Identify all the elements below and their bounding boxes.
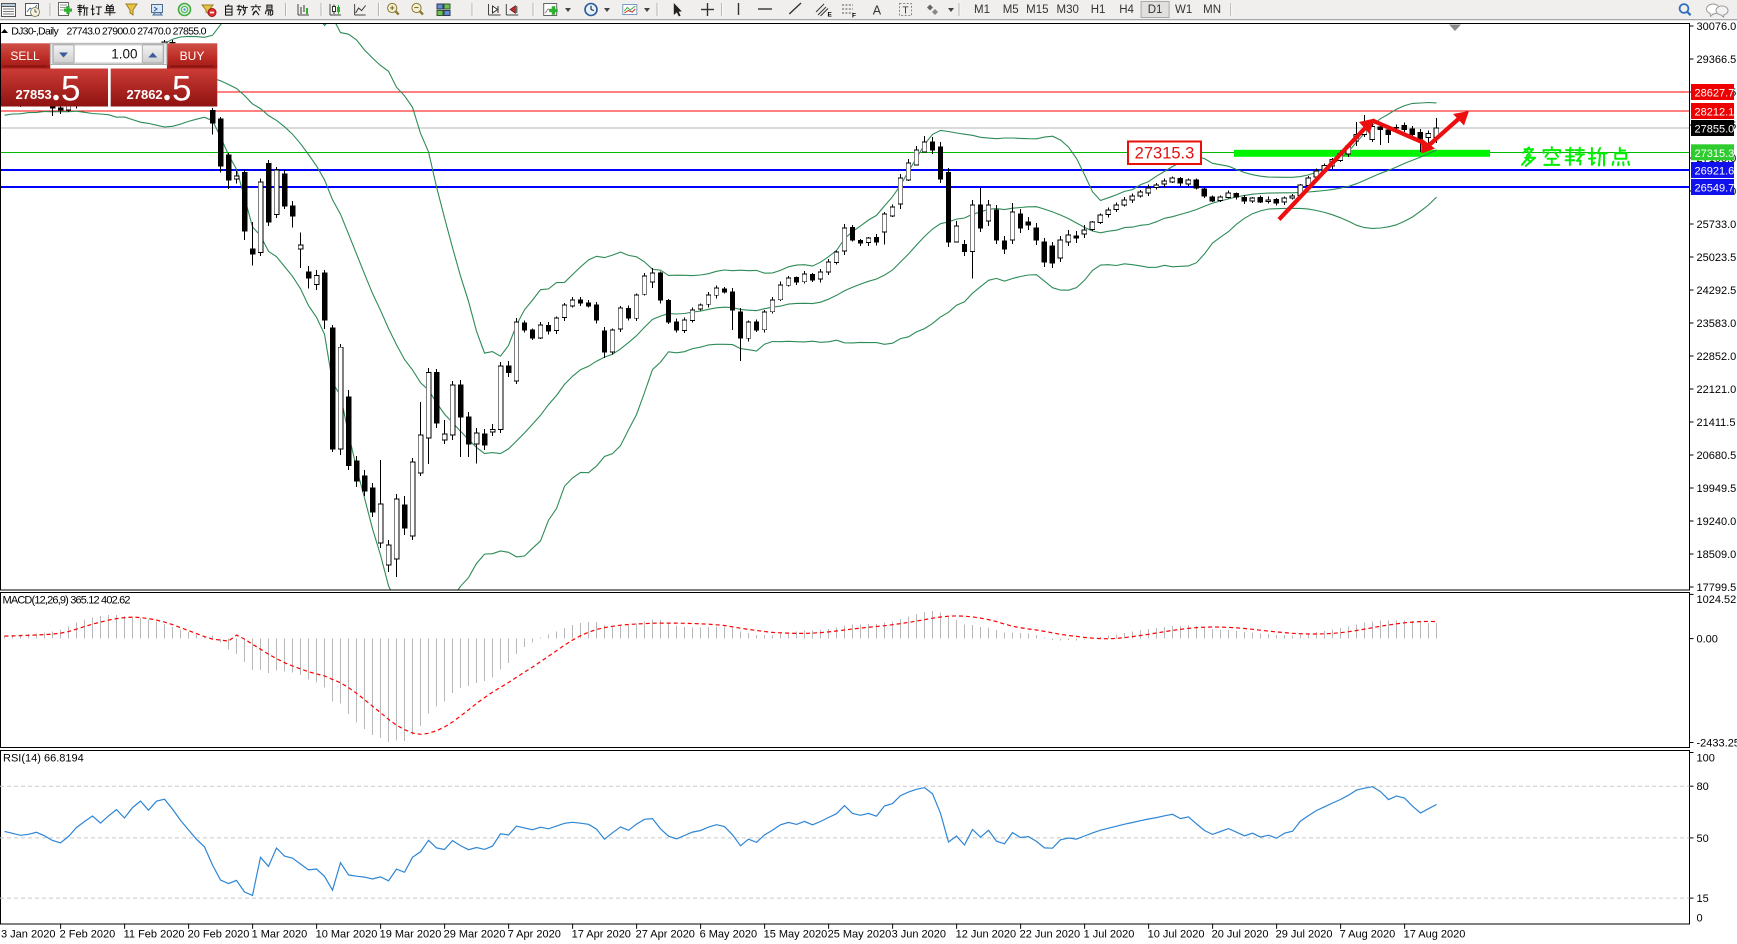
svg-text:20 Feb 2020: 20 Feb 2020: [188, 929, 250, 941]
svg-text:27315.3: 27315.3: [1135, 145, 1195, 163]
svg-text:10 Mar 2020: 10 Mar 2020: [316, 929, 378, 941]
svg-text:-2433.25: -2433.25: [1697, 738, 1737, 750]
svg-text:29 Jul 2020: 29 Jul 2020: [1276, 929, 1333, 941]
svg-text:W1: W1: [1175, 4, 1192, 16]
svg-text:25 May 2020: 25 May 2020: [828, 929, 892, 941]
svg-text:20 Jul 2020: 20 Jul 2020: [1212, 929, 1269, 941]
svg-text:21411.5: 21411.5: [1697, 417, 1736, 429]
svg-text:12 Jun 2020: 12 Jun 2020: [956, 929, 1017, 941]
svg-text:D1: D1: [1148, 4, 1163, 16]
svg-text:1 Mar 2020: 1 Mar 2020: [252, 929, 308, 941]
svg-text:17799.5: 17799.5: [1697, 582, 1737, 594]
svg-text:0.00: 0.00: [1697, 634, 1718, 646]
svg-text:27853: 27853: [16, 87, 52, 102]
svg-text:M30: M30: [1057, 4, 1079, 16]
svg-text:11 Feb 2020: 11 Feb 2020: [124, 929, 185, 941]
svg-text:F: F: [852, 13, 856, 20]
svg-text:20680.5: 20680.5: [1697, 450, 1737, 462]
svg-text:19 Mar 2020: 19 Mar 2020: [380, 929, 442, 941]
svg-text:100: 100: [1697, 753, 1715, 765]
svg-text:25733.0: 25733.0: [1697, 219, 1737, 231]
svg-text:17 Apr 2020: 17 Apr 2020: [572, 929, 631, 941]
svg-text:27743.0 27900.0 27470.0 27855.: 27743.0 27900.0 27470.0 27855.0: [67, 25, 207, 37]
svg-text:1024.52: 1024.52: [1697, 594, 1737, 606]
svg-text:22 Jun 2020: 22 Jun 2020: [1020, 929, 1081, 941]
svg-text:BUY: BUY: [180, 49, 205, 63]
svg-text:M15: M15: [1026, 4, 1048, 16]
svg-text:27862: 27862: [127, 87, 163, 102]
svg-text:DJ30-,Daily: DJ30-,Daily: [11, 25, 59, 37]
svg-text:26921.6: 26921.6: [1695, 166, 1735, 178]
svg-text:1 Jul 2020: 1 Jul 2020: [1084, 929, 1135, 941]
svg-text:5: 5: [172, 70, 191, 109]
svg-text:23583.0: 23583.0: [1697, 318, 1737, 330]
svg-text:+: +: [390, 3, 395, 13]
svg-text:M1: M1: [974, 4, 990, 16]
svg-text:1.00: 1.00: [111, 47, 137, 62]
svg-text:6 May 2020: 6 May 2020: [700, 929, 757, 941]
svg-text:24292.5: 24292.5: [1697, 285, 1737, 297]
svg-text:SELL: SELL: [10, 49, 40, 63]
svg-text:27855.0: 27855.0: [1695, 124, 1735, 136]
svg-text:19240.0: 19240.0: [1697, 516, 1737, 528]
svg-text:22852.0: 22852.0: [1697, 351, 1737, 363]
svg-text:15: 15: [1697, 893, 1709, 905]
svg-text:3 Jun 2020: 3 Jun 2020: [892, 929, 946, 941]
svg-text:22121.0: 22121.0: [1697, 384, 1737, 396]
svg-text:−: −: [414, 3, 419, 13]
svg-text:5: 5: [61, 70, 80, 109]
svg-text:A: A: [873, 4, 882, 18]
svg-text:E: E: [828, 12, 833, 19]
svg-text:19949.5: 19949.5: [1697, 483, 1737, 495]
svg-text:17 Aug 2020: 17 Aug 2020: [1404, 929, 1466, 941]
svg-text:30076.0: 30076.0: [1697, 21, 1737, 33]
svg-text:26549.7: 26549.7: [1695, 183, 1735, 195]
svg-text:7 Aug 2020: 7 Aug 2020: [1340, 929, 1396, 941]
svg-text:28627.7: 28627.7: [1695, 88, 1735, 100]
svg-text:MACD(12,26,9) 365.12 402.62: MACD(12,26,9) 365.12 402.62: [3, 595, 131, 607]
svg-text:25023.5: 25023.5: [1697, 252, 1737, 264]
svg-text:27315.3: 27315.3: [1695, 148, 1735, 160]
svg-text:10 Jul 2020: 10 Jul 2020: [1148, 929, 1205, 941]
svg-text:MN: MN: [1203, 4, 1221, 16]
svg-text:0: 0: [1697, 913, 1703, 925]
svg-text:H4: H4: [1119, 4, 1134, 16]
svg-text:18509.0: 18509.0: [1697, 549, 1737, 561]
svg-text:50: 50: [1697, 833, 1709, 845]
svg-text:H1: H1: [1091, 4, 1106, 16]
svg-text:80: 80: [1697, 781, 1709, 793]
svg-text:29366.5: 29366.5: [1697, 54, 1737, 66]
svg-text:3 Jan 2020: 3 Jan 2020: [1, 929, 55, 941]
svg-text:27 Apr 2020: 27 Apr 2020: [636, 929, 695, 941]
svg-text:15 May 2020: 15 May 2020: [764, 929, 828, 941]
svg-text:RSI(14) 66.8194: RSI(14) 66.8194: [3, 753, 84, 765]
svg-text:M5: M5: [1003, 4, 1019, 16]
svg-text:28212.1: 28212.1: [1695, 107, 1735, 119]
svg-text:2 Feb 2020: 2 Feb 2020: [60, 929, 116, 941]
svg-text:7 Apr 2020: 7 Apr 2020: [508, 929, 561, 941]
svg-text:T: T: [902, 6, 908, 17]
svg-text:29 Mar 2020: 29 Mar 2020: [444, 929, 506, 941]
